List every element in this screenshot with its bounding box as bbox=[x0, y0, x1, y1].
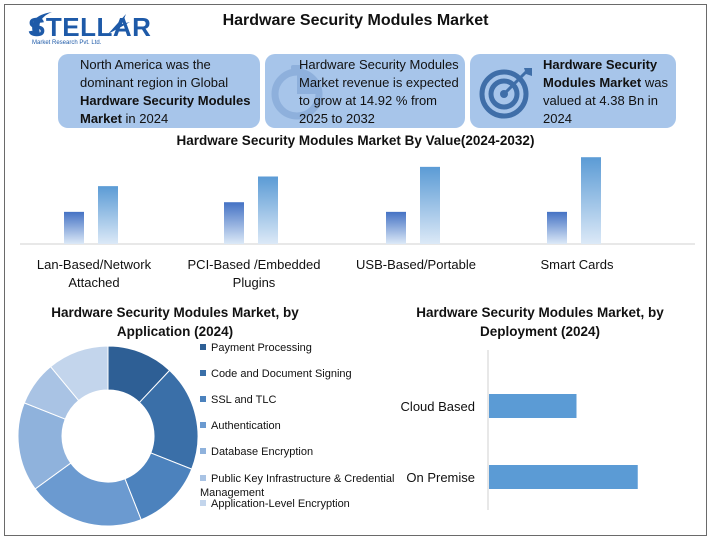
category-label: Smart Cards bbox=[541, 257, 614, 272]
legend-label: Application-Level Encryption bbox=[211, 498, 350, 510]
deployment-bar bbox=[489, 465, 638, 489]
bar-3-0 bbox=[547, 211, 567, 244]
callout-valuation: Hardware Security Modules Market was val… bbox=[470, 54, 676, 128]
callout-text-part: was valued at 4.38 Bn in 2024 bbox=[543, 75, 668, 126]
legend-label: Database Encryption bbox=[211, 446, 314, 458]
legend-swatch bbox=[200, 422, 206, 428]
donut-slice bbox=[34, 462, 142, 527]
value-chart-title: Hardware Security Modules Market By Valu… bbox=[176, 133, 535, 148]
application-chart-title: Hardware Security Modules Market, by App… bbox=[51, 305, 299, 339]
legend-swatch bbox=[200, 370, 206, 376]
pie-clock-icon bbox=[271, 65, 323, 120]
bar-3-1 bbox=[581, 157, 601, 244]
legend-label: SSL and TLC bbox=[211, 394, 277, 406]
deployment-label: Cloud Based bbox=[401, 399, 475, 414]
callout-valuation-text: Hardware Security Modules Market was val… bbox=[543, 56, 673, 128]
deployment-chart-title: Hardware Security Modules Market, by Dep… bbox=[416, 305, 664, 339]
callout-region: North America was the dominant region in… bbox=[58, 54, 260, 128]
legend-swatch bbox=[200, 396, 206, 402]
donut-slice bbox=[49, 345, 109, 402]
legend-item: Code and Document Signing bbox=[200, 368, 352, 380]
legend-swatch bbox=[200, 500, 206, 506]
legend-item: Database Encryption bbox=[200, 446, 313, 458]
logo-swoosh-icon bbox=[32, 12, 130, 36]
legend-label: Payment Processing bbox=[211, 342, 312, 354]
value-bar-chart: Lan-Based/Network Attached PCI-Based /Embe… bbox=[20, 157, 695, 290]
category-label: PCI-Based /Embedded Plugins bbox=[188, 257, 321, 290]
legend-swatch bbox=[200, 448, 206, 454]
legend-item: SSL and TLC bbox=[200, 394, 276, 406]
target-icon bbox=[479, 68, 532, 119]
legend-label: Authentication bbox=[211, 420, 281, 432]
legend-item: Authentication bbox=[200, 420, 281, 432]
logo: STELLAR Market Research Pvt. Ltd. bbox=[22, 6, 151, 50]
bar-0-0 bbox=[64, 211, 84, 244]
callout-text-part: North America was the dominant region in… bbox=[80, 57, 229, 90]
infographic-frame bbox=[4, 4, 707, 536]
bar-2-0 bbox=[386, 211, 406, 244]
callout-text-part: Hardware Security Modules Market bbox=[80, 93, 251, 126]
callout-text-part: Hardware Security Modules Market revenue… bbox=[299, 57, 459, 126]
bar-2-1 bbox=[420, 166, 440, 244]
callout-text-part: in 2024 bbox=[121, 111, 169, 126]
callout-region-text: North America was the dominant region in… bbox=[80, 56, 256, 128]
callout-growth: Hardware Security Modules Market revenue… bbox=[265, 54, 465, 128]
category-label: Lan-Based/Network Attached bbox=[37, 257, 152, 290]
legend-swatch bbox=[200, 344, 206, 350]
legend-swatch bbox=[200, 475, 206, 481]
deployment-bar-chart: Cloud Based On Premise bbox=[401, 350, 638, 510]
callout-growth-text: Hardware Security Modules Market revenue… bbox=[299, 56, 461, 128]
legend-label: Public Key Infrastructure & Credential M… bbox=[200, 473, 395, 499]
legend-item: Public Key Infrastructure & Credential M… bbox=[200, 472, 400, 500]
bar-1-1 bbox=[258, 176, 278, 244]
application-donut-chart bbox=[17, 345, 199, 527]
legend-item: Payment Processing bbox=[200, 342, 312, 354]
page-title: Hardware Security Modules Market bbox=[222, 12, 489, 29]
callout-text-part: Hardware Security Modules Market bbox=[543, 57, 658, 90]
logo-subtitle: Market Research Pvt. Ltd. bbox=[32, 40, 102, 46]
bar-1-0 bbox=[224, 202, 244, 244]
legend-label: Code and Document Signing bbox=[211, 368, 352, 380]
legend-item: Application-Level Encryption bbox=[200, 498, 350, 510]
category-label: USB-Based/Portable bbox=[356, 257, 476, 272]
bar-0-1 bbox=[98, 186, 118, 244]
deployment-label: On Premise bbox=[406, 470, 475, 485]
deployment-bar bbox=[489, 394, 577, 418]
logo-wordmark: STELLAR bbox=[28, 12, 152, 42]
